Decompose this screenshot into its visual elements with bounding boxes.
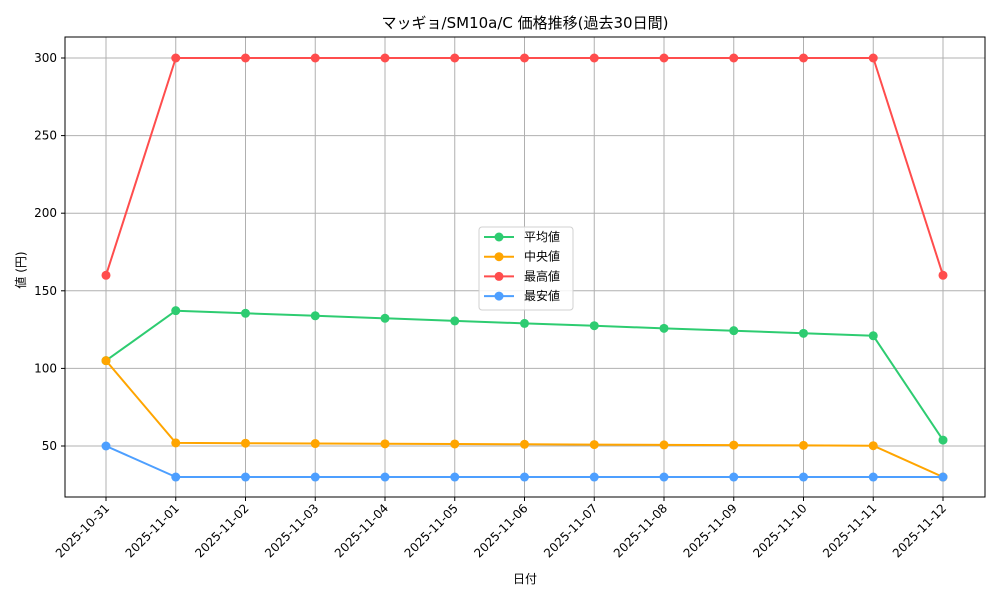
- y-tick-label: 50: [42, 439, 57, 453]
- data-point: [938, 435, 948, 445]
- data-point: [729, 440, 739, 450]
- data-point: [938, 472, 948, 482]
- data-point: [241, 438, 250, 448]
- data-point: [659, 472, 669, 482]
- series-3: [101, 441, 948, 482]
- data-point: [241, 472, 250, 482]
- data-point: [171, 438, 181, 448]
- data-point: [450, 439, 460, 449]
- data-point: [589, 53, 599, 63]
- data-point: [659, 53, 669, 63]
- data-point: [589, 321, 599, 331]
- y-tick-label: 200: [34, 206, 57, 220]
- data-point: [241, 308, 250, 318]
- data-point: [171, 472, 181, 482]
- data-point: [729, 472, 739, 482]
- legend-marker-icon: [494, 271, 504, 281]
- legend-box: [478, 226, 574, 311]
- legend-item: 中央値: [484, 249, 560, 264]
- y-tick-label: 150: [34, 284, 57, 298]
- data-series: [101, 53, 948, 482]
- data-point: [868, 441, 878, 451]
- data-point: [450, 316, 460, 326]
- y-tick-label: 250: [34, 129, 57, 143]
- data-point: [380, 439, 390, 449]
- data-point: [171, 53, 181, 63]
- data-point: [938, 270, 948, 280]
- chart-title: マッギョ/SM10a/C 価格推移(過去30日間): [382, 14, 669, 32]
- data-point: [171, 306, 181, 316]
- data-point: [310, 472, 320, 482]
- data-point: [520, 318, 529, 328]
- legend-marker-icon: [494, 232, 504, 242]
- series-2: [101, 53, 948, 280]
- data-point: [799, 53, 808, 63]
- data-point: [659, 323, 669, 333]
- data-point: [450, 53, 460, 63]
- x-axis-label: 日付: [513, 572, 537, 586]
- data-point: [589, 440, 599, 450]
- data-point: [729, 326, 739, 336]
- legend-item: 最安値: [484, 288, 560, 303]
- data-point: [729, 53, 739, 63]
- data-point: [101, 441, 111, 451]
- legend-label: 中央値: [524, 249, 560, 264]
- data-point: [380, 472, 390, 482]
- legend-marker-icon: [494, 252, 504, 262]
- legend-item: 平均値: [484, 229, 560, 244]
- data-point: [310, 439, 320, 449]
- data-point: [241, 53, 250, 63]
- y-tick-label: 300: [34, 51, 57, 65]
- data-point: [380, 53, 390, 63]
- data-point: [101, 270, 111, 280]
- y-axis-label: 値 (円): [13, 251, 28, 288]
- data-point: [380, 313, 390, 323]
- legend-label: 平均値: [524, 229, 560, 244]
- y-tick-label: 100: [34, 361, 57, 375]
- data-point: [868, 53, 878, 63]
- data-point: [799, 472, 808, 482]
- data-point: [520, 53, 529, 63]
- legend-label: 最安値: [524, 288, 560, 303]
- data-point: [310, 53, 320, 63]
- data-point: [589, 472, 599, 482]
- legend-marker-icon: [494, 291, 504, 301]
- data-point: [310, 311, 320, 321]
- data-point: [799, 440, 808, 450]
- data-point: [659, 440, 669, 450]
- data-point: [520, 472, 529, 482]
- data-point: [868, 331, 878, 341]
- data-point: [450, 472, 460, 482]
- data-point: [101, 356, 111, 366]
- series-1: [101, 356, 948, 482]
- legend-item: 最高値: [484, 268, 560, 283]
- data-point: [799, 328, 808, 338]
- data-point: [520, 439, 529, 449]
- y-axis-ticks: 50 100 150 200 250 300: [34, 51, 65, 453]
- legend-label: 最高値: [524, 268, 560, 283]
- data-point: [868, 472, 878, 482]
